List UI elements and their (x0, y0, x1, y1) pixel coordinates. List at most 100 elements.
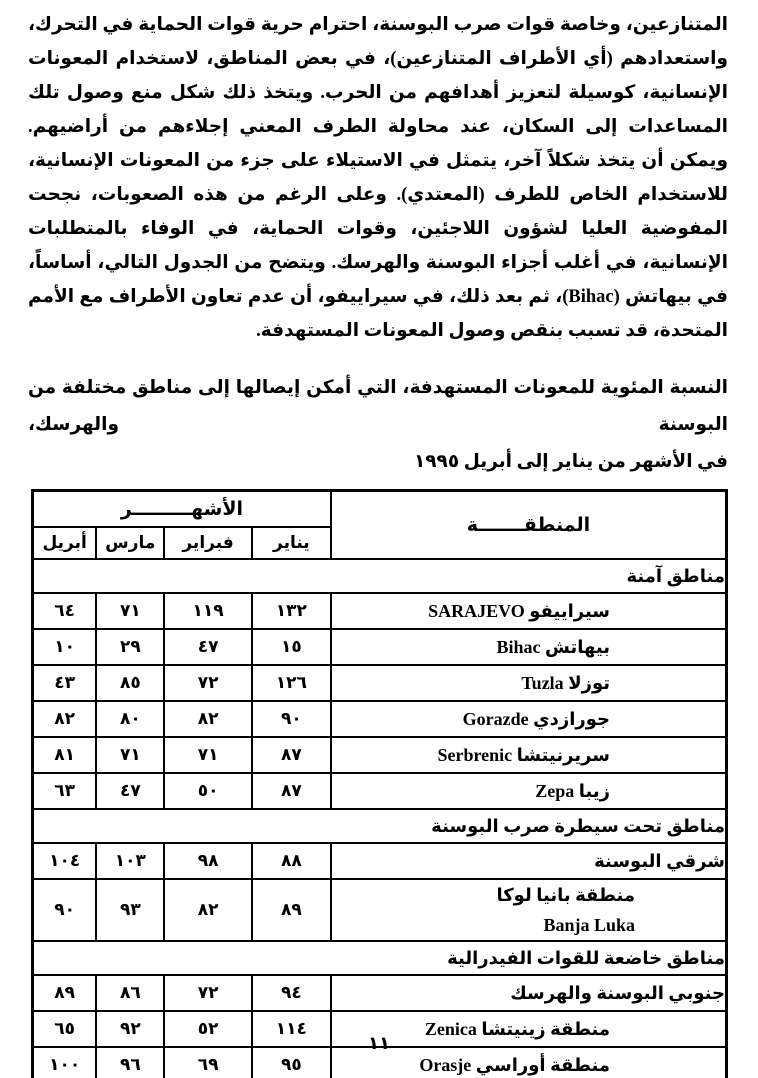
region-name-latin: Bihac (496, 637, 541, 657)
value-cell: ٧٢ (163, 974, 253, 1012)
region-name-latin: Zepa (535, 781, 575, 801)
value-cell: ٩٣ (95, 878, 166, 942)
value-cell: ٨٢ (163, 700, 253, 738)
value-cell: ١٠٤ (31, 842, 98, 880)
region-name-latin: Tuzla (521, 673, 564, 693)
region-cell: توزلا Tuzla (329, 664, 728, 702)
region-name-arabic: بيهاتش (545, 637, 610, 657)
value-cell: ٢٩ (95, 628, 166, 666)
table-row: منطقة أوراسي Orasje ٩٥ ٦٩ ٩٦ ١٠٠ (31, 1046, 728, 1078)
value-cell: ٨٩ (31, 974, 98, 1012)
table-header-row-2: يناير فبراير مارس أبريل (31, 526, 727, 560)
value-cell: ٨١ (31, 736, 98, 774)
month-column-header-january: يناير (250, 526, 332, 560)
region-name-latin: Gorazde (462, 709, 529, 729)
month-column-header-february: فبراير (163, 526, 253, 560)
region-name-latin: SARAJEVO (428, 601, 525, 621)
value-cell: ٩٨ (163, 842, 253, 880)
region-name-latin: Zenica (424, 1019, 477, 1039)
region-name-arabic: زيبا (578, 781, 610, 801)
page-number: ١١ (368, 1033, 390, 1053)
value-cell: ١٢٦ (250, 664, 332, 702)
region-name-arabic: سيراييفو (529, 601, 610, 621)
section-title: مناطق خاضعة للقوات الفيدرالية (31, 940, 728, 976)
aid-delivery-table: المنطقـــــــة الأشهـــــــــر يناير فبر… (31, 489, 728, 1078)
value-cell: ٧١ (95, 592, 166, 630)
value-cell: ١١٩ (163, 592, 253, 630)
region-cell: سيراييفو SARAJEVO (329, 592, 728, 630)
section-row: مناطق تحت سيطرة صرب البوسنة (31, 808, 728, 844)
region-cell: زيبا Zepa (329, 772, 728, 810)
table-row: توزلا Tuzla ١٢٦ ٧٢ ٨٥ ٤٣ (31, 664, 728, 702)
region-cell: جنوبي البوسنة والهرسك (329, 974, 728, 1012)
table-row: منطقة بانيا لوكا Banja Luka ٨٩ ٨٢ ٩٣ ٩٠ (31, 878, 728, 942)
value-cell: ٨٨ (250, 842, 332, 880)
value-cell: ٤٧ (163, 628, 253, 666)
region-cell: منطقة أوراسي Orasje (329, 1046, 728, 1078)
region-cell: جورازدي Gorazde (329, 700, 728, 738)
table-row: زيبا Zepa ٨٧ ٥٠ ٤٧ ٦٣ (31, 772, 728, 810)
value-cell: ٨٧ (250, 772, 332, 810)
section-title: مناطق تحت سيطرة صرب البوسنة (31, 808, 728, 844)
table-caption: النسبة المئوية للمعونات المستهدفة، التي … (28, 370, 728, 481)
value-cell: ٧١ (95, 736, 166, 774)
region-name-arabic: سريرنيتشا (516, 745, 610, 765)
value-cell: ١٠٠ (31, 1046, 98, 1078)
value-cell: ٩٠ (31, 878, 98, 942)
table-row: سريرنيتشا Serbrenic ٨٧ ٧١ ٧١ ٨١ (31, 736, 728, 774)
value-cell: ٨٦ (95, 974, 166, 1012)
value-cell: ٨٠ (95, 700, 166, 738)
table-caption-line-2: في الأشهر من يناير إلى أبريل ١٩٩٥ (413, 452, 728, 472)
table-row: جورازدي Gorazde ٩٠ ٨٢ ٨٠ ٨٢ (31, 700, 728, 738)
table-row: سيراييفو SARAJEVO ١٣٢ ١١٩ ٧١ ٦٤ (31, 592, 728, 630)
month-column-header-april: أبريل (31, 526, 98, 560)
region-name-arabic: جنوبي البوسنة والهرسك (510, 983, 725, 1003)
region-name-arabic: منطقة أوراسي (475, 1055, 610, 1075)
value-cell: ٨٧ (250, 736, 332, 774)
region-cell: سريرنيتشا Serbrenic (329, 736, 728, 774)
value-cell: ٩٠ (250, 700, 332, 738)
value-cell: ٨٢ (31, 700, 98, 738)
value-cell: ٦٤ (31, 592, 98, 630)
region-name-arabic: منطقة بانيا لوكا (496, 885, 635, 905)
value-cell: ٦٩ (163, 1046, 253, 1078)
value-cell: ٦٣ (31, 772, 98, 810)
value-cell: ٩٥ (250, 1046, 332, 1078)
value-cell: ١٥ (250, 628, 332, 666)
region-cell: منطقة زينيتشا Zenica (329, 1010, 728, 1048)
region-cell: بيهاتش Bihac (329, 628, 728, 666)
table-header-row-1: المنطقـــــــة الأشهـــــــــر (31, 489, 728, 560)
region-column-header: المنطقـــــــة (329, 489, 728, 560)
region-name-arabic: منطقة زينيتشا (481, 1019, 610, 1039)
value-cell: ١٠ (31, 628, 98, 666)
table-caption-line-1: النسبة المئوية للمعونات المستهدفة، التي … (28, 378, 728, 435)
section-title: مناطق آمنة (31, 558, 728, 594)
region-name-arabic: توزلا (568, 673, 610, 693)
value-cell: ١٠٣ (95, 842, 166, 880)
table-row: جنوبي البوسنة والهرسك ٩٤ ٧٢ ٨٦ ٨٩ (31, 974, 728, 1012)
body-paragraph: المتنازعين، وخاصة قوات صرب البوسنة، احتر… (28, 15, 729, 341)
table-row: منطقة زينيتشا Zenica ١١٤ ٥٢ ٩٢ ٦٥ (31, 1010, 728, 1048)
value-cell: ٥٢ (163, 1010, 253, 1048)
region-name-arabic: جورازدي (533, 709, 610, 729)
table-row: بيهاتش Bihac ١٥ ٤٧ ٢٩ ١٠ (31, 628, 728, 666)
region-name-arabic: شرقي البوسنة (594, 851, 725, 871)
value-cell: ٩٤ (250, 974, 332, 1012)
value-cell: ٦٥ (31, 1010, 98, 1048)
value-cell: ٤٣ (31, 664, 98, 702)
region-cell: منطقة بانيا لوكا Banja Luka (329, 878, 728, 942)
value-cell: ١٣٢ (250, 592, 332, 630)
value-cell: ٨٢ (163, 878, 253, 942)
region-cell: شرقي البوسنة (329, 842, 728, 880)
value-cell: ٩٢ (95, 1010, 166, 1048)
value-cell: ٥٠ (163, 772, 253, 810)
value-cell: ٩٦ (95, 1046, 166, 1078)
table-body: مناطق آمنة سيراييفو SARAJEVO ١٣٢ ١١٩ ٧١ ٦٤ بيه… (31, 558, 728, 1078)
region-name-latin: Banja Luka (543, 915, 635, 935)
value-cell: ٧١ (163, 736, 253, 774)
months-group-header: الأشهـــــــــر (31, 489, 332, 528)
table-row: شرقي البوسنة ٨٨ ٩٨ ١٠٣ ١٠٤ (31, 842, 728, 880)
section-row: مناطق آمنة (31, 558, 728, 594)
value-cell: ٧٢ (163, 664, 253, 702)
